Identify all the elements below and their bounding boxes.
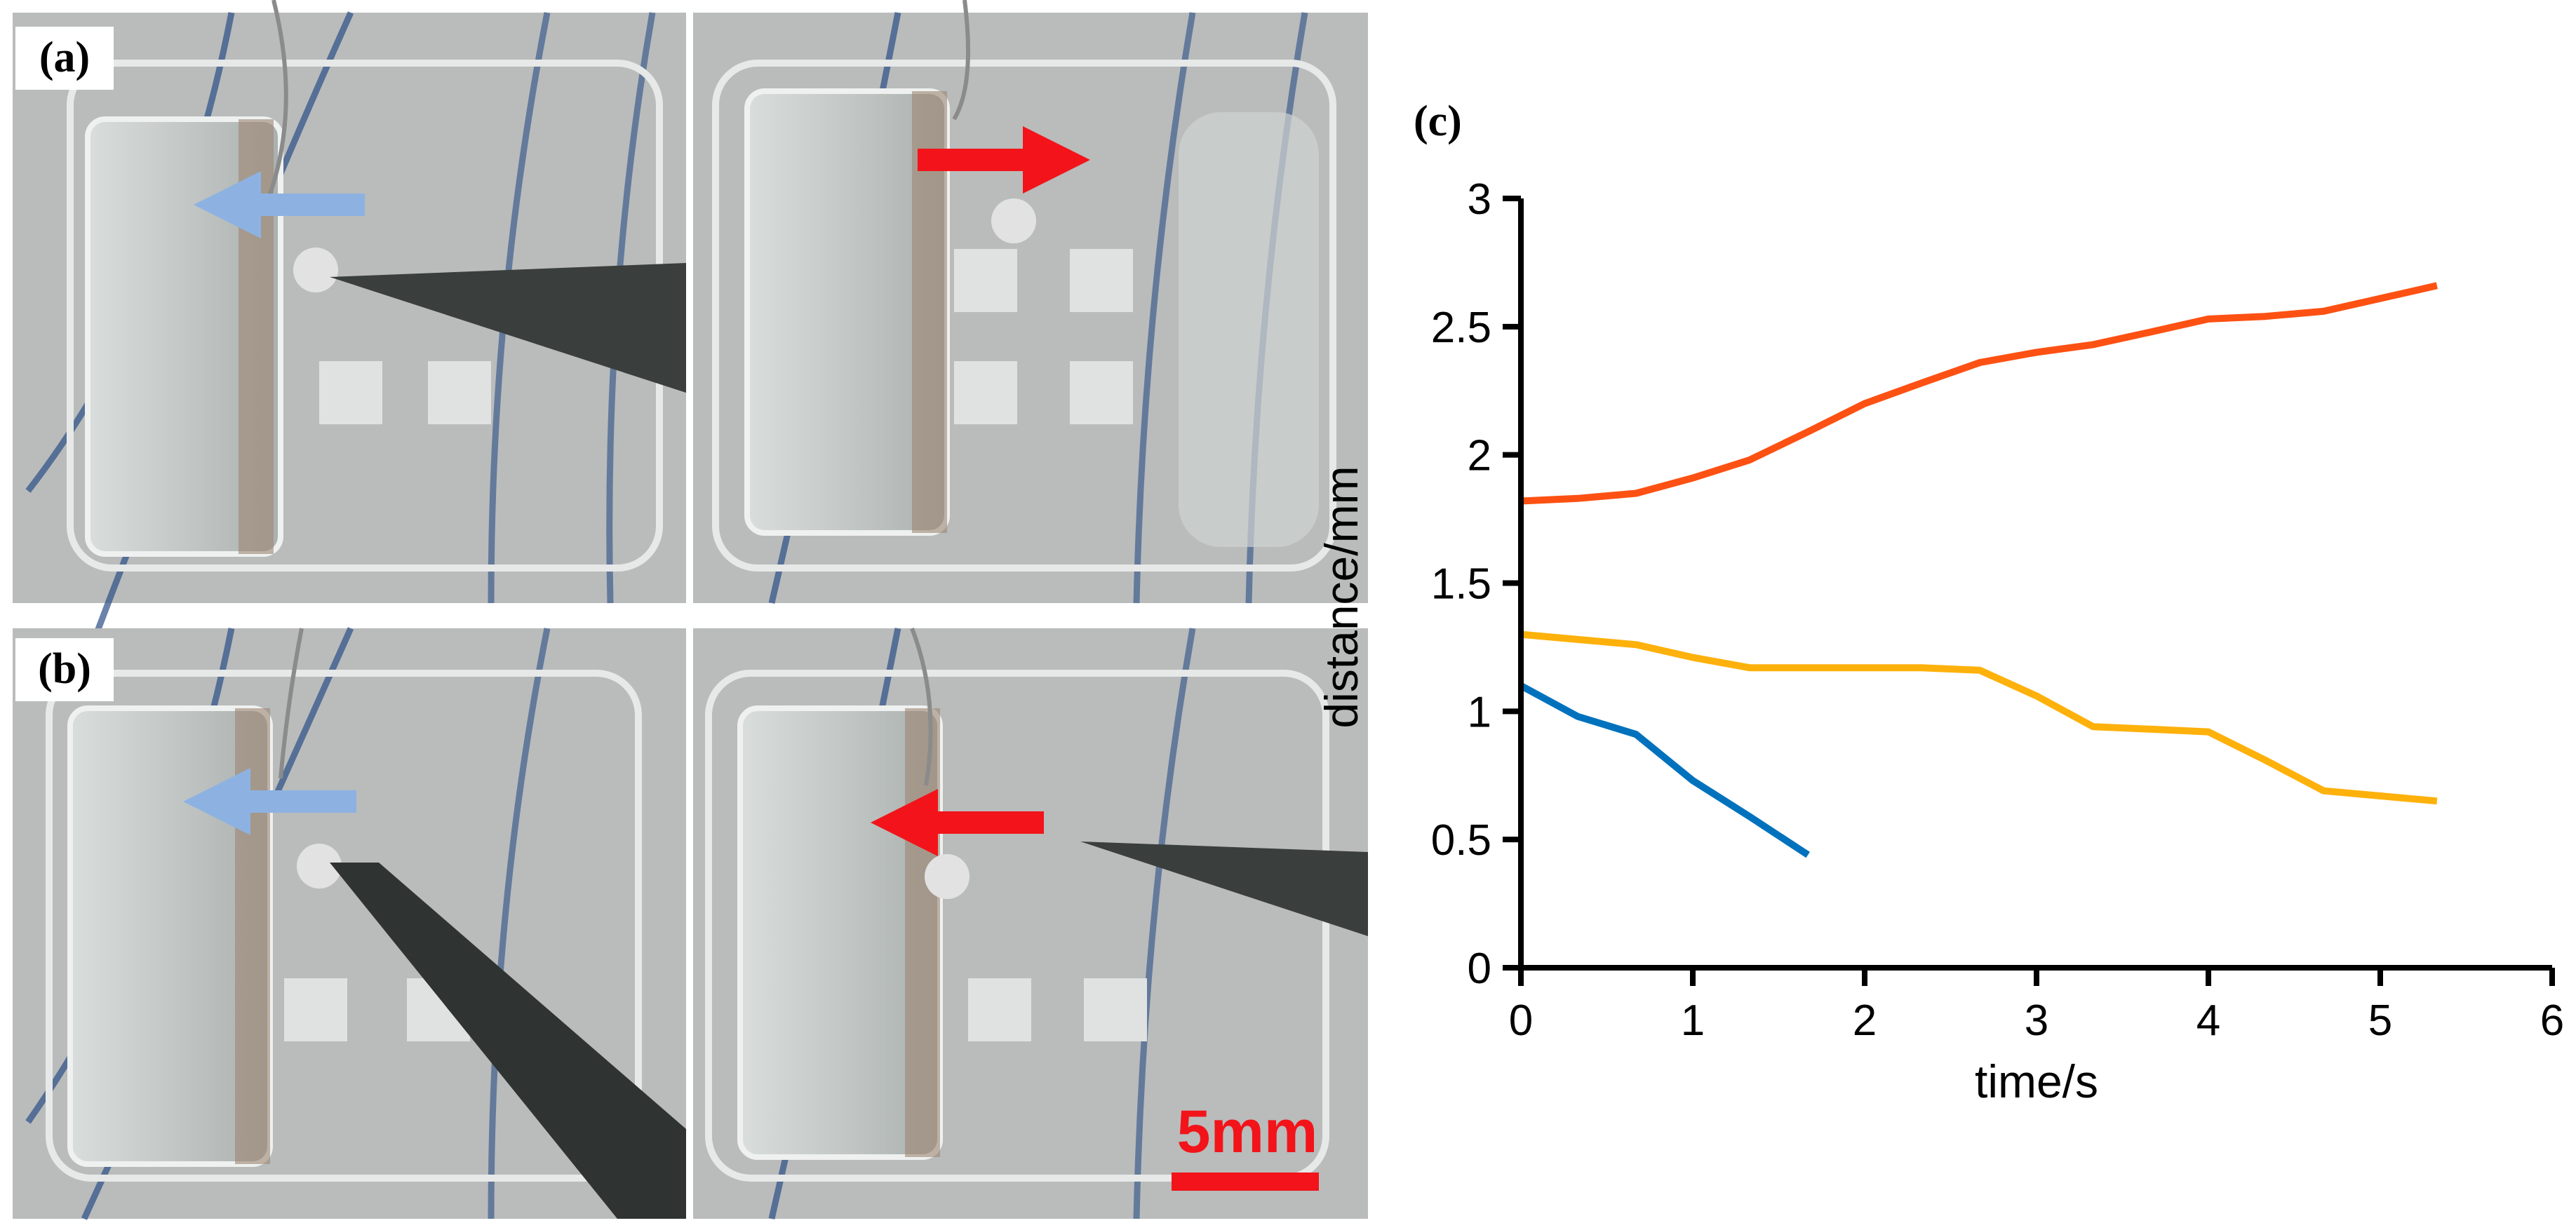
panel-label-a-box: (a) [15, 27, 114, 90]
panel-label-b: (b) [38, 645, 91, 693]
x-tick-label: 4 [2196, 996, 2220, 1045]
series-line-1 [1520, 282, 2438, 505]
photo-a-left [13, 0, 686, 668]
series-lines [1519, 282, 2438, 858]
panel-label-b-box: (b) [15, 638, 114, 701]
panel-label-a: (a) [39, 34, 90, 81]
y-tick-label: 0 [1468, 945, 1491, 993]
line-chart: 0 1 2 3 4 5 6 0 0.5 1 1.5 2 2.5 3 time/s distance/mm [1315, 175, 2564, 1107]
x-axis-label: time/s [1975, 1055, 2098, 1107]
x-tick-label: 0 [1509, 996, 1533, 1045]
x-tick-label: 6 [2540, 996, 2564, 1045]
photo-b-left [13, 627, 686, 1220]
x-tick-label: 2 [1853, 996, 1877, 1045]
scale-bar-label: 5mm [1177, 1098, 1318, 1165]
x-tick-label: 1 [1681, 996, 1705, 1045]
series-line-2 [1520, 630, 2438, 805]
x-tick-label: 3 [2025, 996, 2048, 1045]
y-tick-label: 3 [1468, 175, 1491, 224]
axis-ticks: 0 1 2 3 4 5 6 0 0.5 1 1.5 2 2.5 3 [1431, 175, 2564, 1045]
series-line-3 [1519, 682, 1810, 858]
y-tick-label: 2 [1468, 432, 1491, 480]
x-tick-label: 5 [2368, 996, 2392, 1045]
y-tick-label: 0.5 [1431, 816, 1491, 865]
y-tick-label: 1.5 [1431, 560, 1491, 609]
y-tick-label: 1 [1468, 688, 1491, 736]
y-tick-label: 2.5 [1431, 304, 1491, 352]
scale-bar [1172, 1172, 1319, 1191]
y-axis-label: distance/mm [1315, 466, 1367, 728]
panel-label-c: (c) [1414, 97, 1462, 145]
photo-a-right [693, 0, 1368, 604]
